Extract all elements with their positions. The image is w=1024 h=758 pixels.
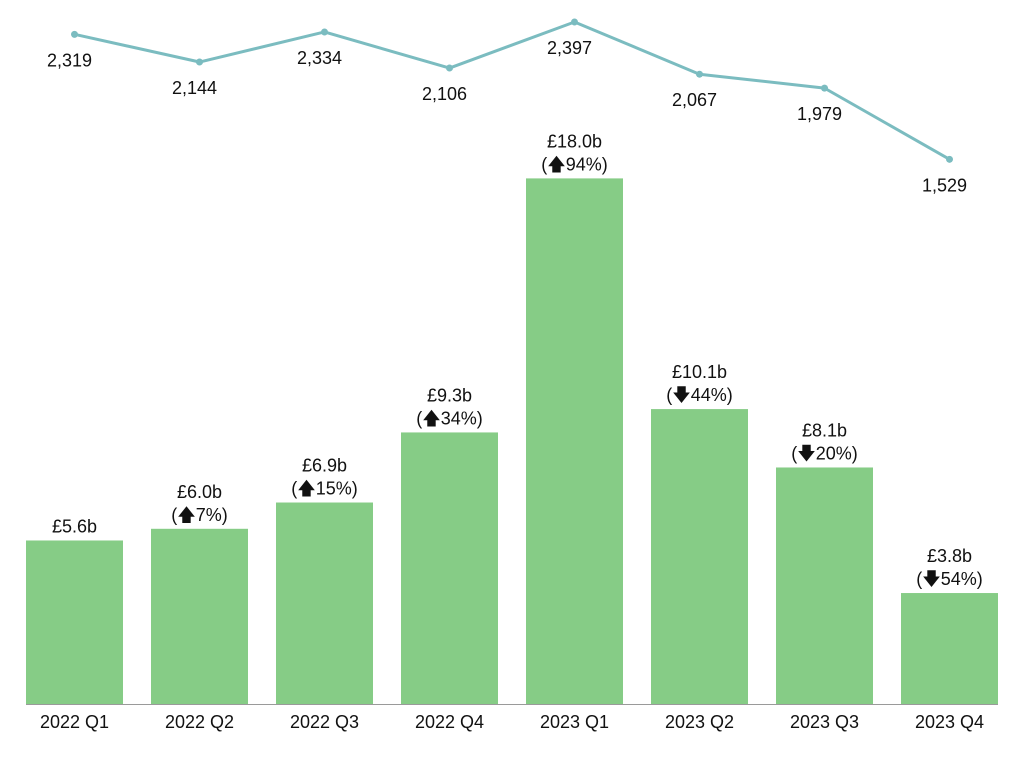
bar-change-label-2023-q1: (🡅94%) — [541, 154, 608, 174]
line-point-2023-q3 — [821, 84, 828, 92]
bar-2023-q2 — [651, 409, 748, 704]
category-label-2023-q1: 2023 Q1 — [540, 712, 609, 732]
bar-change-label-2023-q2: (🡇44%) — [666, 385, 733, 405]
line-point-2023-q1 — [571, 18, 578, 26]
line-value-label-2023-q2: 2,067 — [672, 90, 717, 110]
line-series — [71, 18, 953, 163]
line-point-2022-q3 — [321, 28, 328, 36]
bar-2022-q1 — [26, 540, 123, 704]
bar-value-label-2022-q2: £6.0b — [177, 482, 222, 502]
line-point-2022-q2 — [196, 58, 203, 66]
bar-2023-q3 — [776, 467, 873, 704]
line-point-2022-q4 — [446, 64, 453, 72]
line-path — [74, 20, 951, 161]
bar-labels: £5.6b £6.0b (🡅7%) £6.9b (🡅15%) £9.3b (🡅34%) £18… — [52, 131, 983, 589]
bar-value-label-2022-q1: £5.6b — [52, 516, 97, 536]
category-label-2022-q4: 2022 Q4 — [415, 712, 484, 732]
category-label-2023-q4: 2023 Q4 — [915, 712, 984, 732]
category-label-2023-q3: 2023 Q3 — [790, 712, 859, 732]
category-label-2022-q1: 2022 Q1 — [40, 712, 109, 732]
bar-2023-q4 — [901, 593, 998, 704]
line-labels: 2,319 2,144 2,334 2,106 2,397 2,067 1,979 1,529 — [47, 38, 967, 195]
bar-2023-q1 — [526, 178, 623, 704]
bar-value-label-2022-q4: £9.3b — [427, 385, 472, 405]
bar-2022-q4 — [401, 432, 498, 704]
line-value-label-2022-q4: 2,106 — [422, 84, 467, 104]
bar-change-label-2023-q4: (🡇54%) — [916, 569, 983, 589]
line-point-2023-q4 — [946, 155, 953, 163]
bar-value-label-2023-q3: £8.1b — [802, 420, 847, 440]
category-labels: 2022 Q1 2022 Q2 2022 Q3 2022 Q4 2023 Q1 2023 … — [40, 712, 984, 732]
bar-value-label-2023-q4: £3.8b — [927, 546, 972, 566]
category-label-2022-q3: 2022 Q3 — [290, 712, 359, 732]
line-value-label-2022-q3: 2,334 — [297, 48, 342, 68]
line-value-label-2022-q1: 2,319 — [47, 50, 92, 70]
line-value-label-2022-q2: 2,144 — [172, 78, 217, 98]
bar-2022-q2 — [151, 528, 248, 704]
bar-change-label-2022-q3: (🡅15%) — [291, 479, 358, 499]
line-point-2023-q2 — [696, 70, 703, 78]
category-label-2022-q2: 2022 Q2 — [165, 712, 234, 732]
bar-value-label-2023-q2: £10.1b — [672, 362, 727, 382]
line-value-label-2023-q1: 2,397 — [547, 38, 592, 58]
bar-change-label-2023-q3: (🡇20%) — [791, 443, 858, 463]
bar-change-label-2022-q2: (🡅7%) — [171, 505, 228, 525]
bar-change-label-2022-q4: (🡅34%) — [416, 408, 483, 428]
bar-value-label-2023-q1: £18.0b — [547, 131, 602, 151]
bar-value-label-2022-q3: £6.9b — [302, 456, 347, 476]
line-point-2022-q1 — [71, 30, 78, 38]
line-value-label-2023-q4: 1,529 — [922, 175, 967, 195]
category-label-2023-q2: 2023 Q2 — [665, 712, 734, 732]
bar-series — [26, 178, 998, 704]
line-value-label-2023-q3: 1,979 — [797, 104, 842, 124]
bar-2022-q3 — [276, 502, 373, 704]
